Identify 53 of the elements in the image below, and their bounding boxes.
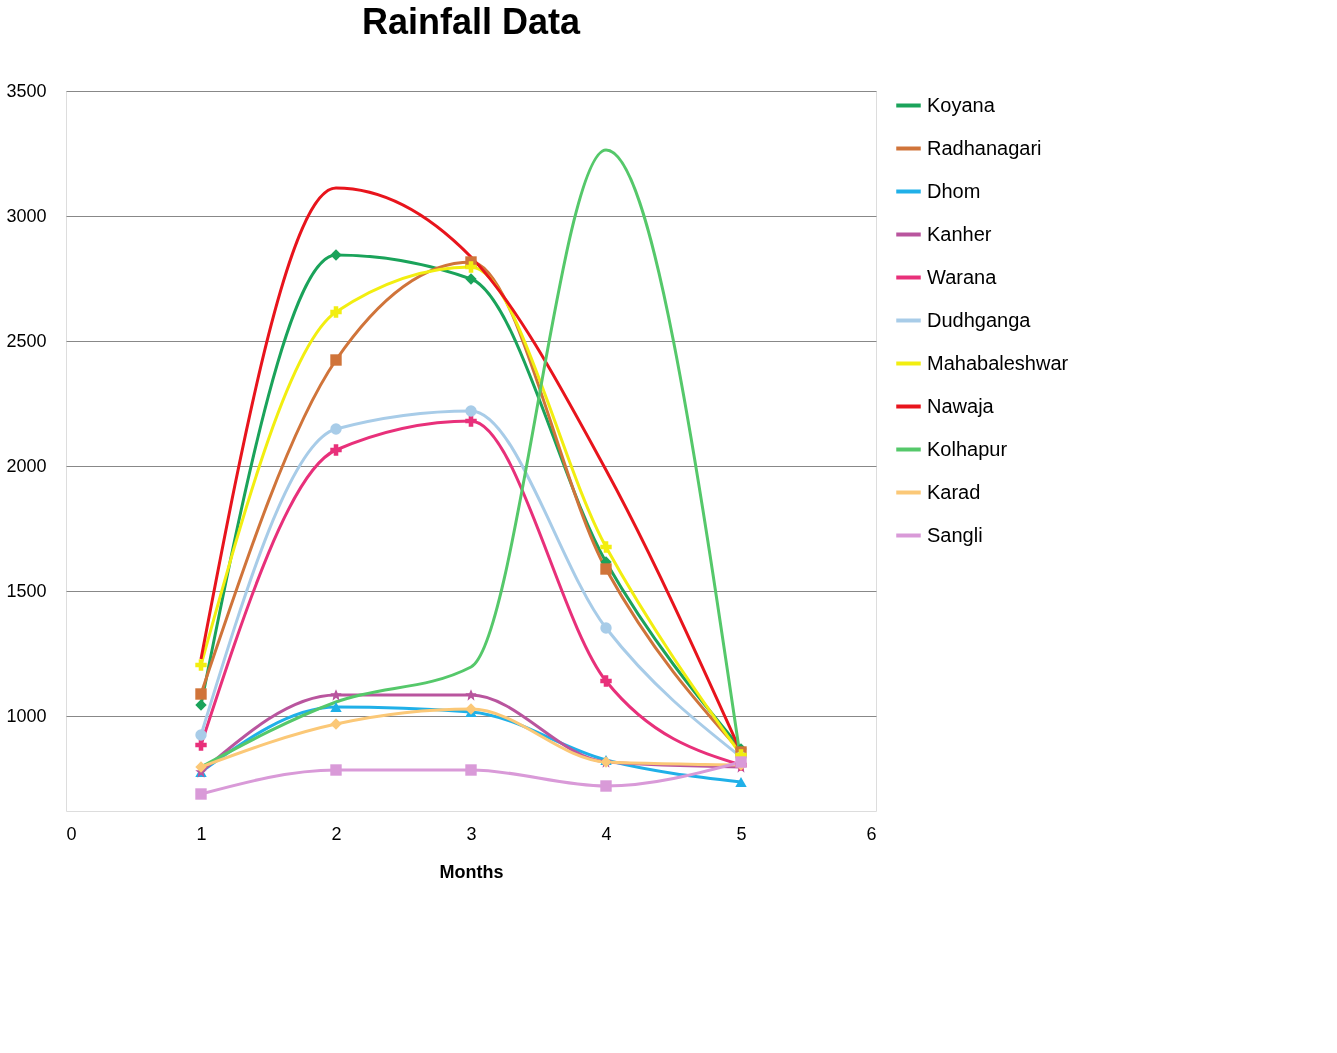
x-tick-label: 1: [196, 823, 207, 844]
point: [600, 675, 612, 687]
point: [330, 702, 342, 712]
point: [330, 764, 342, 776]
y-tick-label: 2000: [6, 455, 47, 476]
chart-title: Rainfall Data: [361, 1, 581, 42]
point: [465, 405, 477, 417]
x-tick-label: 3: [466, 823, 477, 844]
y-tick-label: 3000: [6, 205, 47, 226]
legend-label: Karad: [927, 480, 981, 503]
legend-label: Mahabaleshwar: [927, 351, 1069, 374]
legend-label: Nawaja: [927, 394, 995, 417]
point: [465, 764, 477, 776]
point: [195, 659, 207, 671]
x-axis-title: Months: [439, 861, 504, 882]
point: [465, 261, 477, 273]
x-tick-label: 0: [66, 823, 77, 844]
x-tick-label: 2: [331, 823, 342, 844]
x-tick-label: 5: [736, 823, 747, 844]
legend-label: Kanher: [927, 222, 992, 245]
y-tick-label: 1000: [6, 705, 47, 726]
point: [195, 729, 207, 741]
point: [465, 273, 477, 285]
y-tick-label: 2500: [6, 330, 47, 351]
y-tick-label: 1500: [6, 580, 47, 601]
legend-label: Sangli: [927, 523, 983, 546]
point: [195, 699, 207, 711]
point: [330, 354, 342, 366]
point: [330, 249, 342, 261]
point: [465, 703, 477, 715]
point: [330, 306, 342, 318]
legend-label: Koyana: [927, 93, 996, 116]
point: [465, 689, 477, 701]
point: [195, 761, 207, 773]
point: [735, 777, 747, 787]
point: [195, 788, 207, 800]
point: [600, 563, 612, 575]
point: [330, 689, 342, 701]
point: [600, 541, 612, 553]
x-tick-label: 6: [866, 823, 877, 844]
x-tick-label: 4: [601, 823, 612, 844]
y-tick-label: 3500: [6, 80, 47, 101]
point: [330, 718, 342, 730]
legend-label: Warana: [927, 265, 998, 288]
point: [330, 423, 342, 435]
point: [600, 780, 612, 792]
legend-label: Radhanagari: [927, 136, 1042, 159]
legend-label: Kolhapur: [927, 437, 1008, 460]
point: [195, 688, 207, 700]
point: [600, 622, 612, 634]
legend-label: Dhom: [927, 179, 981, 202]
point: [330, 444, 342, 456]
legend-label: Dudhganga: [927, 308, 1032, 331]
